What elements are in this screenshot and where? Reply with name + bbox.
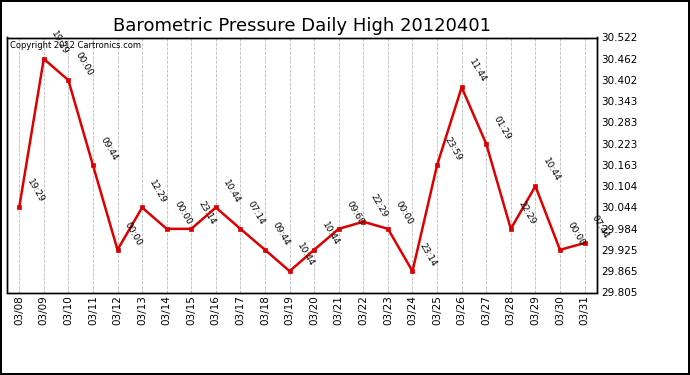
Text: 09:44: 09:44 xyxy=(270,220,291,247)
Text: 07:44: 07:44 xyxy=(590,214,611,240)
Title: Barometric Pressure Daily High 20120401: Barometric Pressure Daily High 20120401 xyxy=(113,16,491,34)
Text: 23:59: 23:59 xyxy=(442,136,463,162)
Text: 19:29: 19:29 xyxy=(25,178,46,205)
Text: 11:44: 11:44 xyxy=(467,58,488,84)
Text: 00:00: 00:00 xyxy=(74,51,95,77)
Text: 07:14: 07:14 xyxy=(246,199,266,226)
Text: 10:44: 10:44 xyxy=(319,220,340,247)
Text: 09:60: 09:60 xyxy=(344,199,365,226)
Text: 10:44: 10:44 xyxy=(221,178,242,205)
Text: 00:00: 00:00 xyxy=(172,199,193,226)
Text: 10:44: 10:44 xyxy=(295,242,316,268)
Text: 00:00: 00:00 xyxy=(393,199,414,226)
Text: 22:29: 22:29 xyxy=(369,192,389,219)
Text: 12:29: 12:29 xyxy=(148,178,168,205)
Text: 22:29: 22:29 xyxy=(516,200,537,226)
Text: Copyright 2012 Cartronics.com: Copyright 2012 Cartronics.com xyxy=(10,41,141,50)
Text: 00:00: 00:00 xyxy=(566,220,586,247)
Text: 09:44: 09:44 xyxy=(99,136,119,162)
Text: 01:29: 01:29 xyxy=(492,114,513,141)
Text: 00:00: 00:00 xyxy=(123,220,144,247)
Text: 23:14: 23:14 xyxy=(418,242,439,268)
Text: 10:44: 10:44 xyxy=(541,157,562,183)
Text: 19:29: 19:29 xyxy=(49,29,70,56)
Text: 23:14: 23:14 xyxy=(197,200,217,226)
